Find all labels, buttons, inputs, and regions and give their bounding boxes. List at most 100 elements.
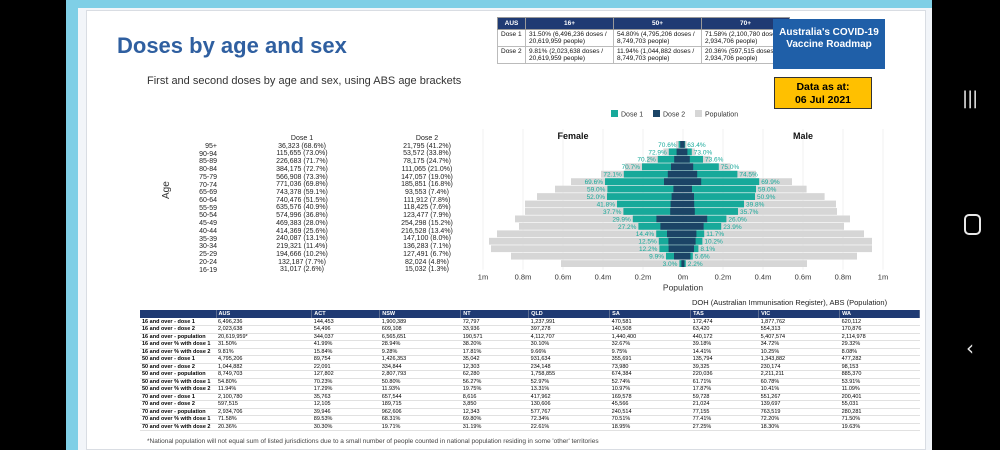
age-bracket-label: 75-79 <box>199 173 217 181</box>
female-dose2-bar <box>676 148 683 156</box>
summary-header: AUS <box>497 17 526 30</box>
x-tick-label: 0.4m <box>595 273 612 282</box>
table-cell: 22,091 <box>311 363 380 371</box>
summary-row: Dose 1 31.50% (6,496,236 doses / 20,619,… <box>497 29 790 47</box>
table-header-cell: AUS <box>216 310 313 318</box>
table-cell: 344,037 <box>311 333 380 341</box>
female-population-bar <box>525 208 683 215</box>
age-bracket-label: 60-64 <box>199 197 217 205</box>
recents-icon[interactable]: ||| <box>962 88 978 109</box>
summary-cell: 31.50% (6,496,236 doses / 20,619,959 peo… <box>525 29 614 47</box>
table-cell: 59,728 <box>690 392 759 401</box>
male-dose2-bar <box>683 237 696 245</box>
dose2-value: 118,425 (7.6%) <box>403 204 451 212</box>
table-cell: 8,616 <box>460 392 529 401</box>
table-cell: 35,763 <box>311 392 380 401</box>
x-tick-label: 1m <box>478 273 488 282</box>
female-panel-title: Female <box>557 131 588 141</box>
table-row-label: 16 and over % with dose 1 <box>140 340 216 349</box>
table-cell: 19.63% <box>839 423 920 431</box>
legend-label: Population <box>705 112 738 119</box>
x-tick-label: 0.2m <box>715 273 732 282</box>
table-cell: 551,267 <box>758 392 840 401</box>
table-cell: 34.72% <box>758 340 840 349</box>
table-cell: 21,024 <box>690 400 759 409</box>
table-cell: 189,715 <box>379 400 461 409</box>
table-header-cell: NSW <box>379 310 462 318</box>
age-bracket-label: 55-59 <box>199 204 217 212</box>
table-row-label: 50 and over - dose 1 <box>140 355 216 364</box>
table-row-label: 50 and over % with dose 1 <box>140 378 216 386</box>
table-cell: 417,962 <box>528 392 610 401</box>
table-row: 50 and over % with dose 1 54.80% 70.23% 50.… <box>140 378 920 386</box>
dose1-value: 226,683 (71.7%) <box>276 158 328 166</box>
table-cell: 61.71% <box>690 378 759 386</box>
table-cell: 63,420 <box>690 325 759 334</box>
dose1-value: 574,996 (36.8%) <box>276 212 328 220</box>
table-cell: 169,578 <box>609 392 691 401</box>
female-dose1-bar <box>607 193 683 200</box>
table-cell: 39,946 <box>311 408 380 416</box>
table-row-label: 50 and over % with dose 2 <box>140 385 216 394</box>
dose1-value: 771,036 (69.8%) <box>276 181 328 189</box>
table-cell: 4,112,707 <box>528 333 610 341</box>
table-cell: 674,384 <box>609 370 691 379</box>
age-bracket-label: 45-49 <box>199 220 217 228</box>
female-dose1-bar <box>679 260 683 267</box>
table-cell: 20.36% <box>216 423 312 431</box>
dose1-value: 240,087 (13.1%) <box>276 235 328 243</box>
table-cell: 2,114,978 <box>839 333 920 341</box>
home-icon[interactable] <box>964 214 981 235</box>
male-dose1-bar <box>683 178 760 186</box>
female-dose2-bar <box>660 222 683 230</box>
table-cell: 32.67% <box>609 340 691 349</box>
legend-swatch <box>611 110 618 117</box>
age-bracket-label: 85-89 <box>199 158 217 166</box>
table-row: 50 and over - dose 2 1,044,882 22,091 334,8… <box>140 363 920 371</box>
summary-row: Dose 2 9.81% (2,023,638 doses / 20,619,9… <box>497 46 790 64</box>
female-dose1-bar <box>642 163 683 171</box>
female-dose1-pct-label: 14.4% <box>636 231 655 238</box>
female-dose1-pct-label: 70.2% <box>637 157 656 164</box>
legend-label: Dose 2 <box>663 112 685 119</box>
top-accent-stripe <box>66 0 932 8</box>
male-dose1-bar <box>683 170 738 178</box>
dose2-value: 53,572 (33.8%) <box>403 150 451 158</box>
table-cell: 11.94% <box>216 385 312 394</box>
female-population-bar <box>497 230 683 238</box>
female-dose2-bar <box>670 208 683 215</box>
table-cell: 2,934,706 <box>216 408 312 416</box>
male-dose2-bar <box>683 208 695 215</box>
table-cell: 130,606 <box>528 400 610 409</box>
female-dose1-bar <box>623 208 683 215</box>
female-population-bar <box>489 237 683 245</box>
dose2-value: 123,477 (7.9%) <box>403 212 451 220</box>
male-population-bar <box>683 222 844 230</box>
back-icon[interactable]: ‹ <box>966 336 974 360</box>
table-cell: 69.80% <box>460 415 529 424</box>
male-population-bar <box>683 245 872 253</box>
female-dose2-bar <box>671 193 683 200</box>
female-dose2-bar <box>668 237 683 245</box>
x-tick-label: 1m <box>878 273 888 282</box>
table-cell: 50.80% <box>379 378 461 386</box>
dose2-column-header: Dose 2 <box>415 135 439 142</box>
male-dose1-bar <box>683 185 756 193</box>
table-cell: 190,571 <box>460 333 529 341</box>
female-dose1-pct-label: 3.0% <box>663 261 678 268</box>
table-cell: 39.18% <box>690 340 759 349</box>
female-dose1-pct-label: 9.9% <box>649 254 664 261</box>
table-row-label: 16 and over - dose 2 <box>140 325 216 334</box>
dose1-value: 36,323 (68.6%) <box>278 142 326 150</box>
male-dose1-pct-label: 73.6% <box>705 157 724 164</box>
table-cell: 52.74% <box>609 378 691 386</box>
female-dose1-pct-label: 12.2% <box>639 246 658 253</box>
female-dose2-bar <box>671 163 683 171</box>
table-cell: 220,036 <box>690 370 759 379</box>
roadmap-badge: Australia's COVID-19 Vaccine Roadmap <box>773 19 885 69</box>
female-population-bar <box>511 252 683 260</box>
dose1-value: 414,369 (25.6%) <box>276 227 328 235</box>
table-cell: 172,474 <box>690 318 759 326</box>
table-cell: 33,936 <box>460 325 529 334</box>
table-row: 16 and over - population 20,619,959* 344,0… <box>140 333 920 341</box>
